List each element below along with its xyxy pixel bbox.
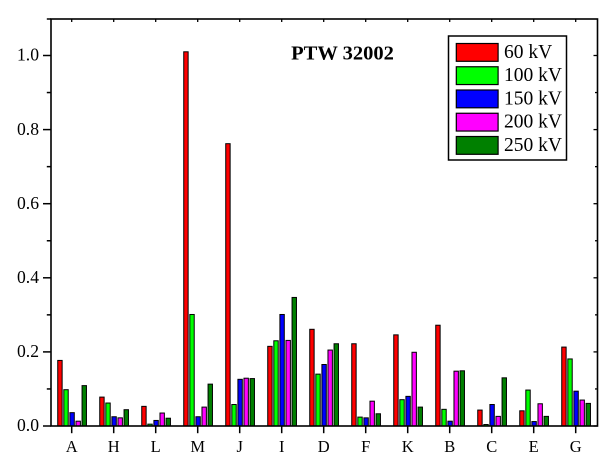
svg-text:60 kV: 60 kV bbox=[504, 42, 552, 63]
svg-text:K: K bbox=[402, 437, 414, 456]
svg-text:200 kV: 200 kV bbox=[504, 112, 562, 133]
svg-text:C: C bbox=[486, 437, 497, 456]
svg-text:G: G bbox=[570, 437, 582, 456]
svg-text:M: M bbox=[190, 437, 205, 456]
svg-text:H: H bbox=[108, 437, 120, 456]
svg-text:E: E bbox=[529, 437, 539, 456]
svg-text:I: I bbox=[279, 437, 285, 456]
svg-text:J: J bbox=[236, 437, 243, 456]
svg-text:0.8: 0.8 bbox=[17, 119, 39, 139]
svg-text:0.2: 0.2 bbox=[17, 341, 39, 361]
svg-text:B: B bbox=[444, 437, 455, 456]
svg-text:0.4: 0.4 bbox=[17, 267, 39, 287]
svg-text:0.6: 0.6 bbox=[17, 193, 39, 213]
svg-text:1.0: 1.0 bbox=[17, 45, 39, 65]
svg-text:F: F bbox=[361, 437, 370, 456]
svg-text:PTW 32002: PTW 32002 bbox=[291, 43, 394, 65]
svg-text:L: L bbox=[151, 437, 161, 456]
svg-text:D: D bbox=[318, 437, 330, 456]
svg-text:250 kV: 250 kV bbox=[504, 135, 562, 156]
svg-text:150 kV: 150 kV bbox=[504, 88, 562, 109]
svg-text:A: A bbox=[66, 437, 78, 456]
svg-text:100 kV: 100 kV bbox=[504, 65, 562, 86]
svg-text:0.0: 0.0 bbox=[17, 415, 39, 435]
